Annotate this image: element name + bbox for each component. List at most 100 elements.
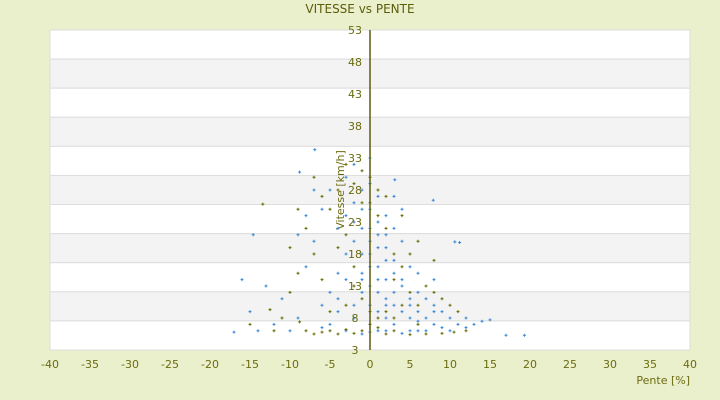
point-series-2 <box>464 329 468 333</box>
point-series-1 <box>376 233 380 237</box>
point-series-1 <box>384 329 388 333</box>
point-series-1 <box>352 220 356 224</box>
point-series-1 <box>328 188 332 192</box>
point-series-1 <box>384 246 388 250</box>
point-series-2 <box>336 188 340 192</box>
point-series-1 <box>392 322 396 326</box>
point-series-2 <box>298 320 302 324</box>
x-tick-label: 30 <box>603 358 617 371</box>
point-series-1 <box>320 207 324 211</box>
point-series-2 <box>352 182 356 186</box>
point-series-1 <box>352 162 356 166</box>
point-series-1 <box>432 303 436 307</box>
point-series-2 <box>400 214 404 218</box>
point-series-1 <box>376 290 380 294</box>
point-series-1 <box>280 297 284 301</box>
point-series-1 <box>432 322 436 326</box>
point-series-1 <box>408 316 412 320</box>
point-series-1 <box>328 322 332 326</box>
point-series-2 <box>328 329 332 333</box>
point-series-1 <box>416 290 420 294</box>
point-series-1 <box>424 316 428 320</box>
point-series-1 <box>400 207 404 211</box>
point-series-2 <box>352 331 356 335</box>
point-series-1 <box>424 329 428 333</box>
point-series-1 <box>458 240 462 244</box>
point-series-1 <box>264 284 268 288</box>
point-series-1 <box>304 214 308 218</box>
point-series-1 <box>464 326 468 330</box>
point-series-2 <box>384 226 388 230</box>
point-series-1 <box>248 310 252 314</box>
point-series-1 <box>360 290 364 294</box>
point-series-2 <box>336 332 340 336</box>
point-series-1 <box>272 322 276 326</box>
point-series-1 <box>360 226 364 230</box>
point-series-2 <box>400 265 404 269</box>
point-series-1 <box>400 331 404 335</box>
point-series-2 <box>376 316 380 320</box>
point-series-1 <box>251 233 255 237</box>
point-series-2 <box>312 252 316 256</box>
point-series-1 <box>344 214 348 218</box>
point-series-1 <box>448 316 452 320</box>
y-tick-label: 18 <box>348 248 362 261</box>
point-series-2 <box>424 332 428 336</box>
y-tick-label: 23 <box>348 216 362 229</box>
point-series-1 <box>416 329 420 333</box>
point-series-2 <box>296 271 300 275</box>
point-series-1 <box>408 265 412 269</box>
y-tick-label: 8 <box>352 312 359 325</box>
point-series-1 <box>440 310 444 314</box>
point-series-1 <box>400 310 404 314</box>
point-series-2 <box>416 322 420 326</box>
point-series-1 <box>376 310 380 314</box>
point-series-1 <box>376 220 380 224</box>
point-series-2 <box>248 322 252 326</box>
point-series-2 <box>384 332 388 336</box>
point-series-1 <box>384 297 388 301</box>
point-series-2 <box>296 207 300 211</box>
point-series-1 <box>480 319 484 323</box>
point-series-2 <box>392 252 396 256</box>
point-series-1 <box>432 310 436 314</box>
point-series-1 <box>416 271 420 275</box>
point-series-2 <box>392 316 396 320</box>
point-series-1 <box>392 194 396 198</box>
point-series-1 <box>424 297 428 301</box>
points <box>232 148 526 337</box>
point-series-1 <box>384 233 388 237</box>
point-series-1 <box>448 329 452 333</box>
point-series-1 <box>360 332 364 336</box>
point-series-2 <box>320 278 324 282</box>
x-tick-label: 5 <box>407 358 414 371</box>
point-series-2 <box>280 316 284 320</box>
point-series-2 <box>408 252 412 256</box>
point-series-2 <box>416 303 420 307</box>
point-series-1 <box>376 278 380 282</box>
chart-title: VITESSE vs PENTE <box>305 2 415 16</box>
point-series-2 <box>320 330 324 334</box>
point-series-1 <box>312 188 316 192</box>
point-series-2 <box>452 330 456 334</box>
point-series-1 <box>352 201 356 205</box>
point-series-1 <box>392 271 396 275</box>
point-series-1 <box>392 290 396 294</box>
point-series-1 <box>296 233 300 237</box>
point-series-1 <box>328 290 332 294</box>
point-series-1 <box>384 214 388 218</box>
point-series-1 <box>393 178 397 182</box>
y-axis-label: Vitesse [km/h] <box>334 150 347 230</box>
point-series-1 <box>392 258 396 262</box>
point-series-1 <box>232 330 236 334</box>
point-series-1 <box>408 297 412 301</box>
point-series-1 <box>384 258 388 262</box>
y-tick-label: 28 <box>348 184 362 197</box>
x-tick-label: 20 <box>523 358 537 371</box>
y-tick-label: 3 <box>352 344 359 357</box>
point-series-1 <box>360 278 364 282</box>
point-series-1 <box>488 318 492 322</box>
point-series-1 <box>352 239 356 243</box>
x-tick-label: 15 <box>483 358 497 371</box>
